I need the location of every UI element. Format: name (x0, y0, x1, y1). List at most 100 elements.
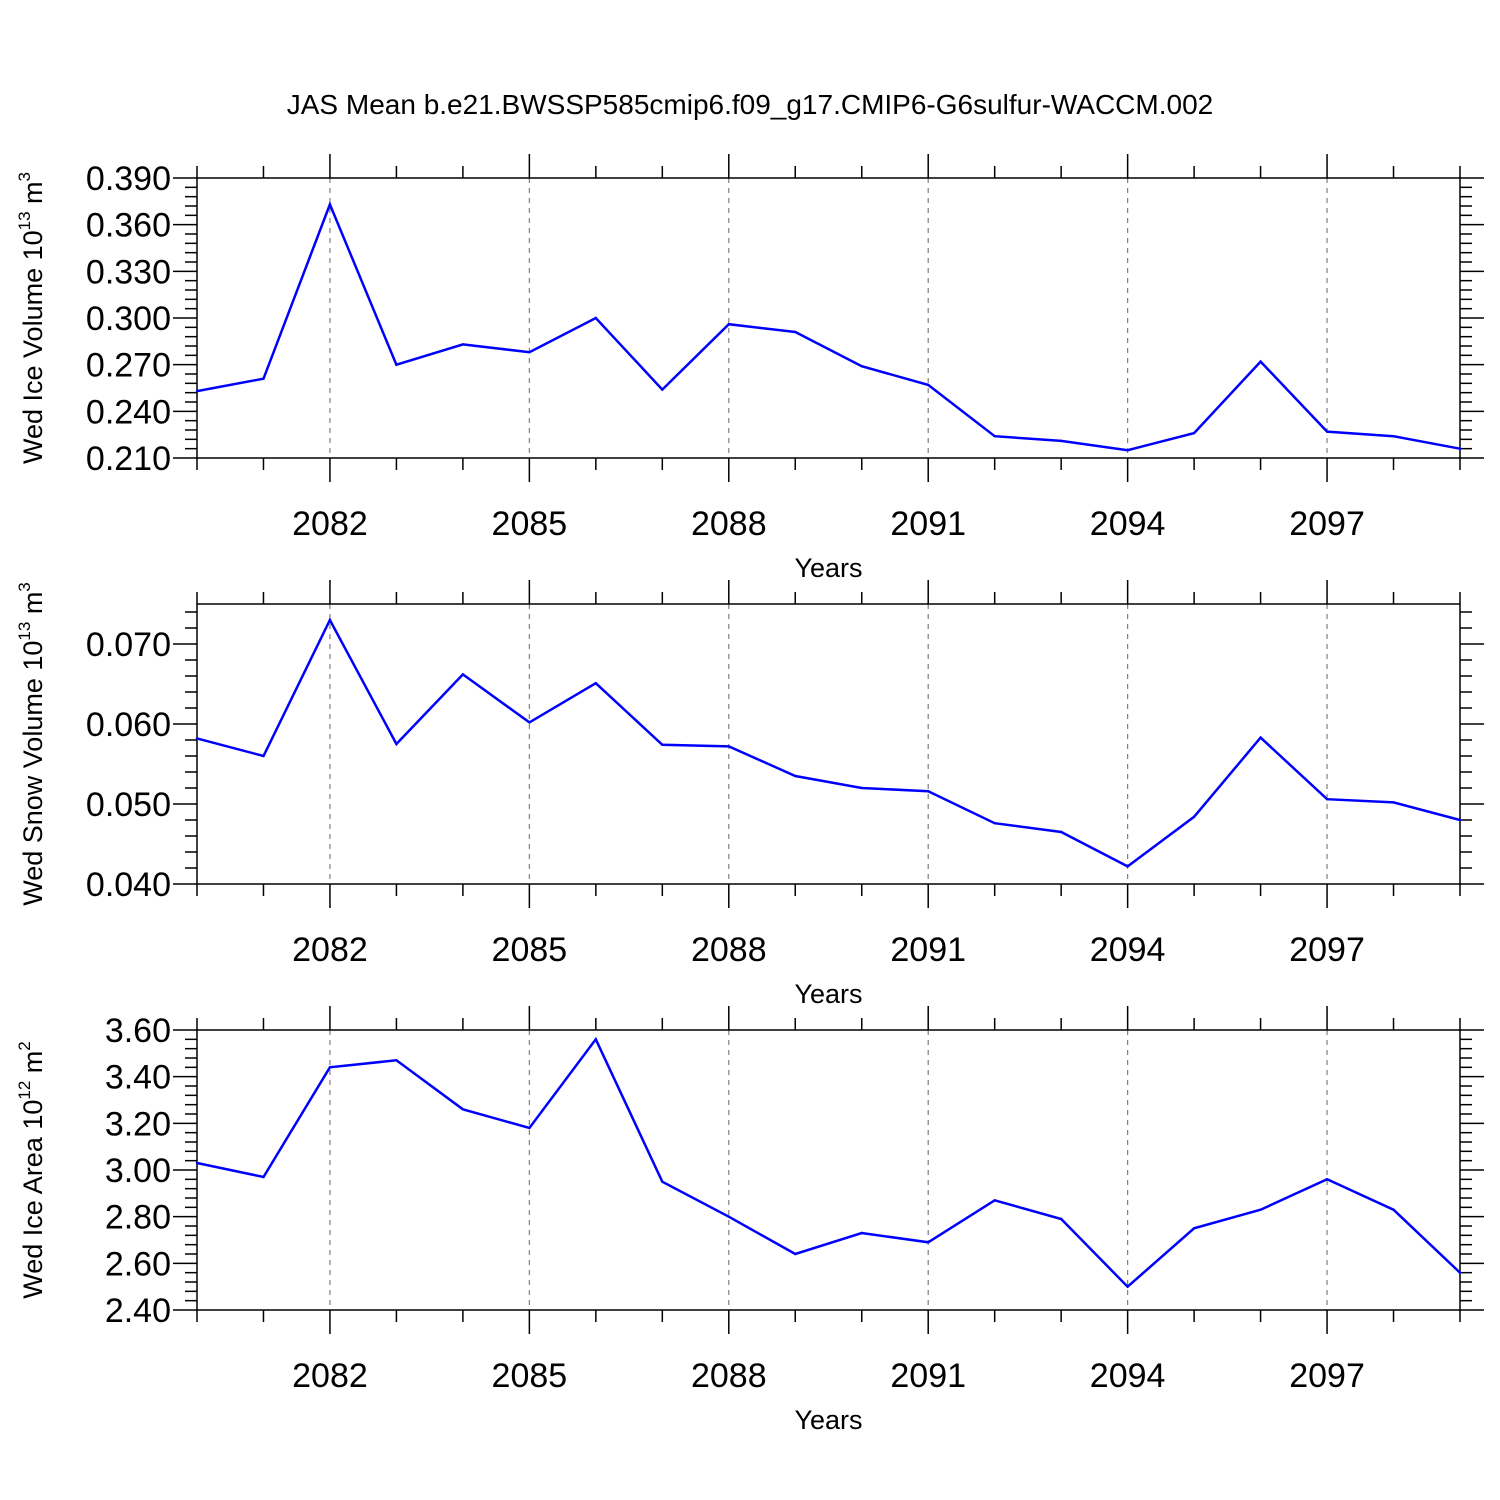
data-point (927, 383, 930, 387)
data-point (1458, 447, 1462, 450)
x-tick-label: 2085 (492, 1357, 568, 1395)
x-tick-label: 2097 (1289, 1357, 1365, 1395)
y-axis-label-unit-exponent: 3 (15, 582, 34, 591)
y-tick-label: 0.270 (86, 347, 171, 385)
data-point (927, 1241, 930, 1244)
plot-frame (196, 1029, 1461, 1311)
y-tick-label: 3.20 (105, 1105, 171, 1143)
data-point (1126, 1285, 1129, 1288)
data-point (1325, 1178, 1329, 1181)
series-line (196, 617, 1461, 868)
x-tick-label: 2085 (492, 505, 568, 543)
data-point (1126, 449, 1129, 452)
x-tick-label: 2091 (890, 505, 966, 543)
x-tick-label: 2097 (1289, 505, 1365, 543)
y-tick-label: 3.60 (105, 1012, 171, 1050)
y-tick-label: 3.00 (105, 1152, 171, 1190)
data-point (328, 203, 332, 206)
y-axis-label-unit-exponent: 2 (15, 1041, 34, 1050)
plot-frame (196, 177, 1461, 459)
data-point (461, 673, 465, 676)
x-axis-label: Years (794, 1405, 862, 1435)
x-tick-label: 2088 (691, 931, 767, 969)
y-axis-label-exponent: 13 (15, 211, 34, 230)
figure-title: JAS Mean b.e21.BWSSP585cmip6.f09_g17.CMI… (287, 89, 1213, 120)
data-point (594, 316, 598, 320)
data-point (528, 1126, 531, 1130)
data-point (661, 1180, 664, 1183)
data-point (594, 682, 598, 685)
y-axis-label: Wed Snow Volume 1013 m3 (15, 582, 48, 906)
y-tick-label: 2.60 (105, 1245, 171, 1283)
data-point (528, 351, 531, 354)
data-point (1458, 1271, 1462, 1274)
y-tick-label: 0.040 (86, 866, 171, 904)
y-axis-label-main: Wed Ice Volume 10 (18, 230, 48, 464)
series-line (196, 201, 1461, 452)
x-tick-label: 2082 (292, 505, 368, 543)
data-point (860, 786, 863, 790)
data-point (927, 790, 930, 793)
y-axis-label-exponent: 13 (15, 622, 34, 641)
data-point (1059, 1217, 1063, 1221)
data-point (794, 330, 797, 334)
data-point (395, 742, 398, 746)
data-point (195, 737, 199, 740)
plot-frame (196, 603, 1461, 885)
data-point (1259, 360, 1262, 363)
data-point (1126, 865, 1129, 868)
data-point (727, 745, 730, 748)
y-axis-label-main: Wed Snow Volume 10 (18, 641, 48, 906)
data-point (328, 1066, 332, 1069)
chart-panel-3: 2.40 2.60 2.80 3.00 3.20 3.40 3.60 2082 2085 2088… (15, 1006, 1484, 1435)
x-tick-label: 2094 (1090, 931, 1166, 969)
x-tick-label: 2091 (890, 1357, 966, 1395)
data-point (195, 1161, 199, 1165)
chart-panel-1: 0.210 0.240 0.270 0.300 0.330 0.360 0.390 2082 2… (15, 154, 1484, 583)
y-axis-label-main: Wed Ice Area 10 (18, 1100, 48, 1299)
y-tick-label: 0.060 (86, 706, 171, 744)
data-point (395, 363, 398, 366)
series-line (196, 1036, 1461, 1289)
y-tick-label: 0.050 (86, 786, 171, 824)
data-point (1259, 1208, 1262, 1211)
data-point (993, 822, 996, 825)
x-tick-label: 2082 (292, 1357, 368, 1395)
data-point (1192, 815, 1196, 818)
data-point (1192, 431, 1196, 435)
data-point (262, 754, 265, 758)
data-point (1392, 801, 1395, 804)
y-axis-label-unit: m (18, 1051, 48, 1081)
y-axis-label: Wed Ice Volume 1013 m3 (15, 172, 48, 464)
data-point (993, 1199, 996, 1202)
x-axis-label: Years (794, 553, 862, 583)
y-tick-label: 0.330 (86, 253, 171, 291)
y-tick-label: 2.40 (105, 1292, 171, 1330)
chart-panel-2: 0.040 0.050 0.060 0.070 2082 2085 2088 2091 2094… (15, 580, 1484, 1009)
data-point (661, 388, 664, 391)
data-point (528, 721, 531, 724)
y-axis-label: Wed Ice Area 1012 m2 (15, 1041, 48, 1299)
data-point (727, 323, 730, 326)
data-point (860, 1231, 863, 1235)
y-axis-label-unit: m (18, 592, 48, 622)
data-point (461, 1108, 465, 1111)
x-tick-label: 2088 (691, 505, 767, 543)
y-tick-label: 2.80 (105, 1199, 171, 1237)
data-point (661, 743, 664, 746)
data-point (1059, 830, 1063, 834)
y-tick-label: 0.300 (86, 300, 171, 338)
data-point (262, 1175, 265, 1179)
data-point (1325, 430, 1329, 433)
x-tick-label: 2085 (492, 931, 568, 969)
data-point (860, 365, 863, 368)
y-tick-label: 0.210 (86, 440, 171, 478)
data-point (1259, 736, 1262, 739)
y-tick-label: 0.390 (86, 160, 171, 198)
data-point (727, 1215, 730, 1218)
x-tick-label: 2094 (1090, 1357, 1166, 1395)
data-point (1325, 798, 1329, 801)
data-point (195, 389, 199, 393)
data-point (1392, 1208, 1395, 1211)
data-point (1059, 439, 1063, 443)
